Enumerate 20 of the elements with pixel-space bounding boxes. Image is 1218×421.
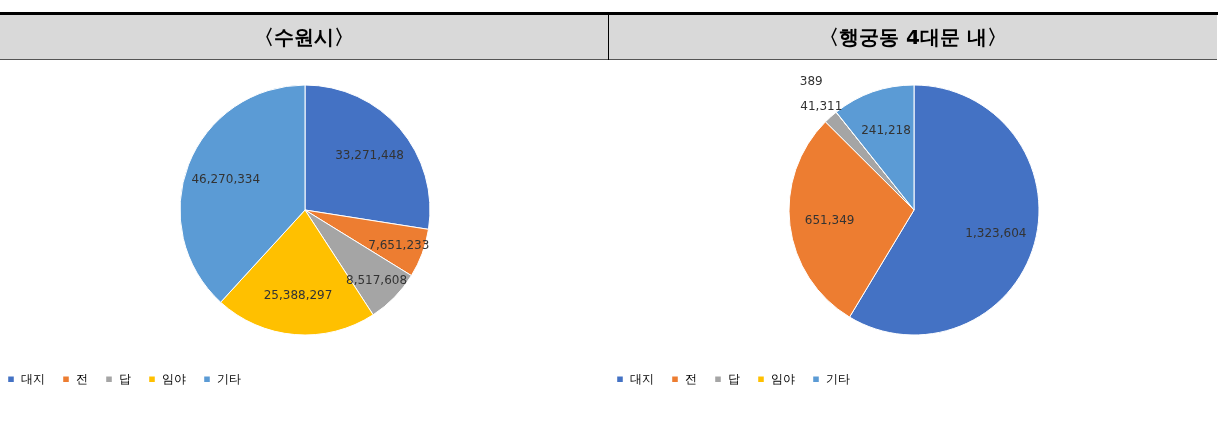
data-label: 25,388,297: [263, 287, 333, 302]
data-label: 41,311: [800, 99, 843, 114]
legend-label: 전: [76, 372, 88, 387]
data-label: 1,323,604: [965, 225, 1027, 240]
data-label: 33,271,448: [335, 147, 404, 162]
legend-label: 대지: [21, 372, 45, 387]
legend-label: 임야: [162, 372, 186, 387]
chart-title: 〈행궁동 4대문 내〉: [609, 15, 1217, 60]
data-label: 46,270,334: [191, 172, 261, 187]
legend-label: 답: [728, 372, 740, 387]
legend-label: 답: [119, 372, 131, 387]
legend-label: 기타: [217, 372, 241, 387]
legend-label: 전: [685, 372, 697, 387]
legend-label: 기타: [826, 372, 850, 387]
legend-label: 임야: [771, 372, 795, 387]
data-label: 651,349: [804, 213, 855, 228]
data-label: 389: [799, 73, 823, 88]
data-label: 241,218: [861, 122, 911, 137]
chart-title: 〈수원시〉: [0, 15, 608, 60]
legend-label: 대지: [630, 372, 654, 387]
